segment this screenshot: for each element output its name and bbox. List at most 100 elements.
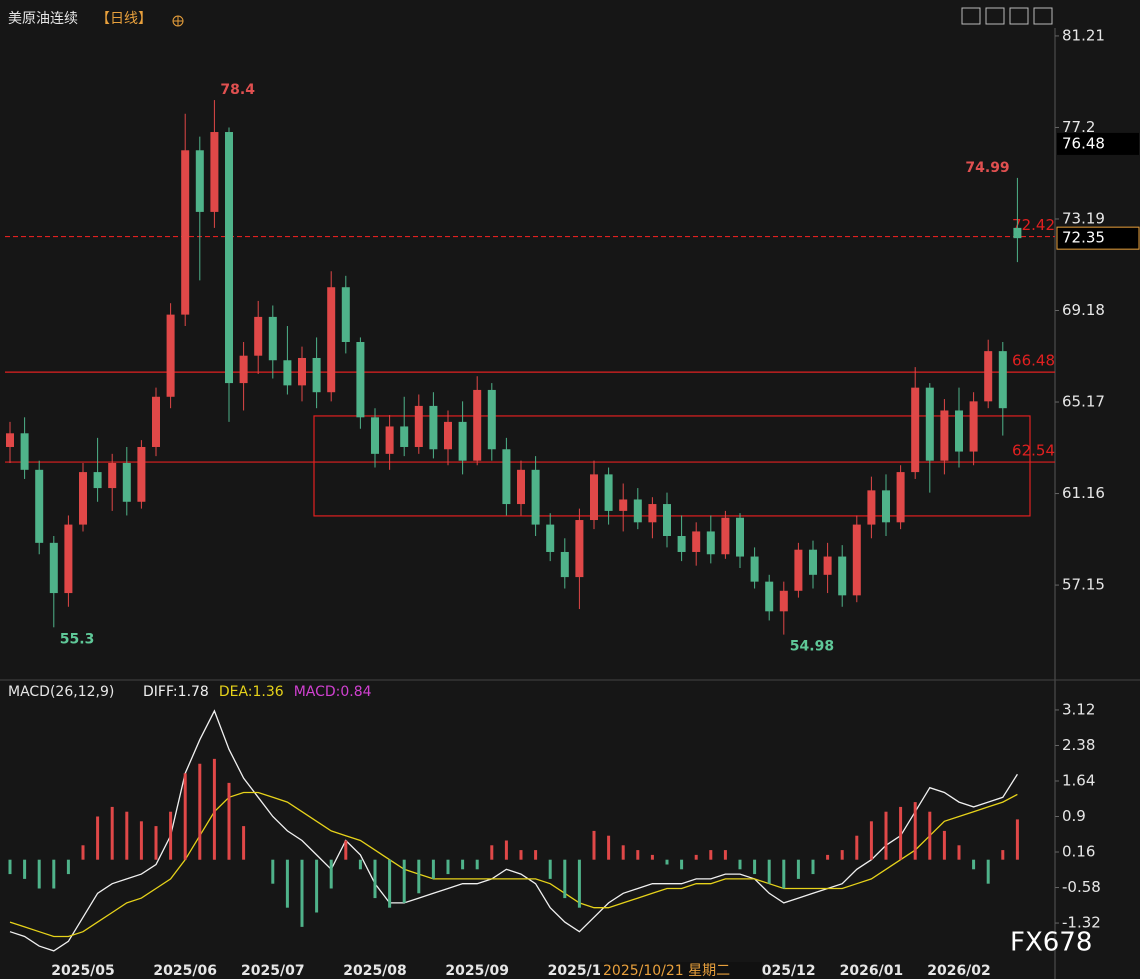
- candle-body: [619, 499, 628, 511]
- candle-body: [663, 504, 671, 537]
- candle-body: [429, 405, 438, 450]
- candle-body: [969, 401, 978, 452]
- y-tick-label: 3.12: [1062, 700, 1095, 718]
- candle-body: [517, 469, 525, 505]
- candle-body: [823, 556, 832, 575]
- candle-body: [809, 549, 817, 575]
- macd-title: MACD(26,12,9): [8, 684, 114, 700]
- candle-body: [64, 524, 73, 594]
- candle-body: [93, 472, 102, 489]
- candle-body: [254, 316, 263, 356]
- crosshair-label: 2025/10/21 星期二: [603, 963, 730, 979]
- candle-body: [852, 524, 861, 596]
- candle-body: [210, 132, 219, 212]
- candle-body: [765, 581, 774, 612]
- candle-body: [239, 355, 248, 384]
- y-tick-label: 81.21: [1062, 26, 1105, 44]
- candle-body: [633, 499, 642, 523]
- candle-body: [838, 556, 847, 596]
- candle-body: [940, 410, 949, 461]
- y-tick-label: 1.64: [1062, 771, 1095, 789]
- price-tag: 76.48: [1062, 134, 1105, 152]
- price-tag-box: [1056, 226, 1140, 250]
- y-tick-label: 57.15: [1062, 576, 1105, 594]
- candle-body: [298, 357, 306, 386]
- extreme-label: 74.99: [965, 160, 1009, 176]
- y-tick-label: 61.16: [1062, 484, 1105, 502]
- y-tick-label: 65.17: [1062, 393, 1105, 411]
- candle-body: [122, 462, 131, 502]
- candle-body: [925, 387, 934, 461]
- candle-body: [166, 314, 175, 397]
- candle-body: [984, 351, 993, 402]
- candle-body: [195, 150, 204, 212]
- candle-body: [79, 472, 87, 525]
- candle-body: [108, 462, 117, 489]
- period: 【日线】: [96, 11, 152, 27]
- x-tick-label: 2025/06: [153, 963, 217, 979]
- chart-title: 美原油连续: [8, 10, 78, 27]
- y-tick-label: 77.2: [1062, 118, 1095, 136]
- candle-body: [444, 421, 452, 450]
- candle-body: [312, 357, 321, 393]
- candle-body: [458, 421, 467, 461]
- add-icon[interactable]: [172, 15, 184, 27]
- candle-body: [604, 474, 613, 511]
- extreme-label: 78.4: [220, 82, 255, 98]
- candle-body: [677, 536, 686, 552]
- x-tick-label: 2026/01: [840, 963, 904, 979]
- legend-value: 1.36: [253, 684, 284, 700]
- candle-body: [414, 405, 423, 447]
- legend-name: DEA:: [219, 684, 253, 700]
- level-label: 66.48: [1012, 352, 1055, 370]
- x-tick-label: 2025/05: [51, 963, 115, 979]
- y-tick-label: 73.19: [1062, 209, 1105, 227]
- candle-body: [137, 446, 146, 502]
- candle-body: [736, 517, 744, 557]
- candle-body: [385, 426, 394, 454]
- candle-body: [590, 474, 598, 521]
- candle-body: [560, 551, 569, 578]
- candle-body: [779, 590, 788, 612]
- price-tag-box: [1057, 132, 1139, 155]
- candle-body: [473, 389, 482, 461]
- watermark: FX678: [1010, 928, 1092, 958]
- price-tag: 72.35: [1062, 229, 1105, 247]
- candle-body: [400, 426, 409, 447]
- candle-body: [531, 469, 540, 525]
- macd-line: [9, 709, 1018, 952]
- candle-body: [371, 417, 379, 454]
- legend-name: MACD:: [294, 684, 341, 700]
- candle-body: [225, 132, 233, 384]
- x-tick-label: 2025/08: [343, 963, 407, 979]
- candle-body: [867, 490, 876, 525]
- x-tick-label: 2026/02: [927, 963, 991, 979]
- toolbar[interactable]: [961, 7, 1053, 25]
- y-tick-label: 0.16: [1062, 843, 1095, 861]
- y-tick-label: -1.32: [1062, 914, 1101, 932]
- y-tick-label: 2.38: [1062, 736, 1095, 754]
- zone-box: [313, 415, 1031, 517]
- candle-body: [283, 360, 292, 386]
- candle-body: [692, 531, 701, 552]
- x-tick-label: 2025/10: [548, 963, 612, 979]
- extreme-label: 55.3: [60, 631, 95, 647]
- candle-body: [49, 542, 58, 594]
- candle-body: [356, 342, 365, 418]
- candle-body: [882, 490, 890, 523]
- legend: DIFF:1.78 DEA:1.36 MACD:0.84: [143, 684, 372, 700]
- candle-body: [955, 410, 963, 452]
- candle-body: [6, 433, 14, 447]
- candle-body: [998, 351, 1007, 409]
- x-tick-label: 2025/09: [445, 963, 509, 979]
- candle-body: [575, 520, 584, 578]
- candle-body: [648, 504, 657, 523]
- level-label: 62.54: [1012, 442, 1055, 460]
- candle-body: [20, 433, 29, 470]
- candle-body: [341, 287, 350, 343]
- candle-body: [1013, 227, 1022, 239]
- candle-body: [181, 150, 190, 315]
- y-tick-label: 69.18: [1062, 301, 1105, 319]
